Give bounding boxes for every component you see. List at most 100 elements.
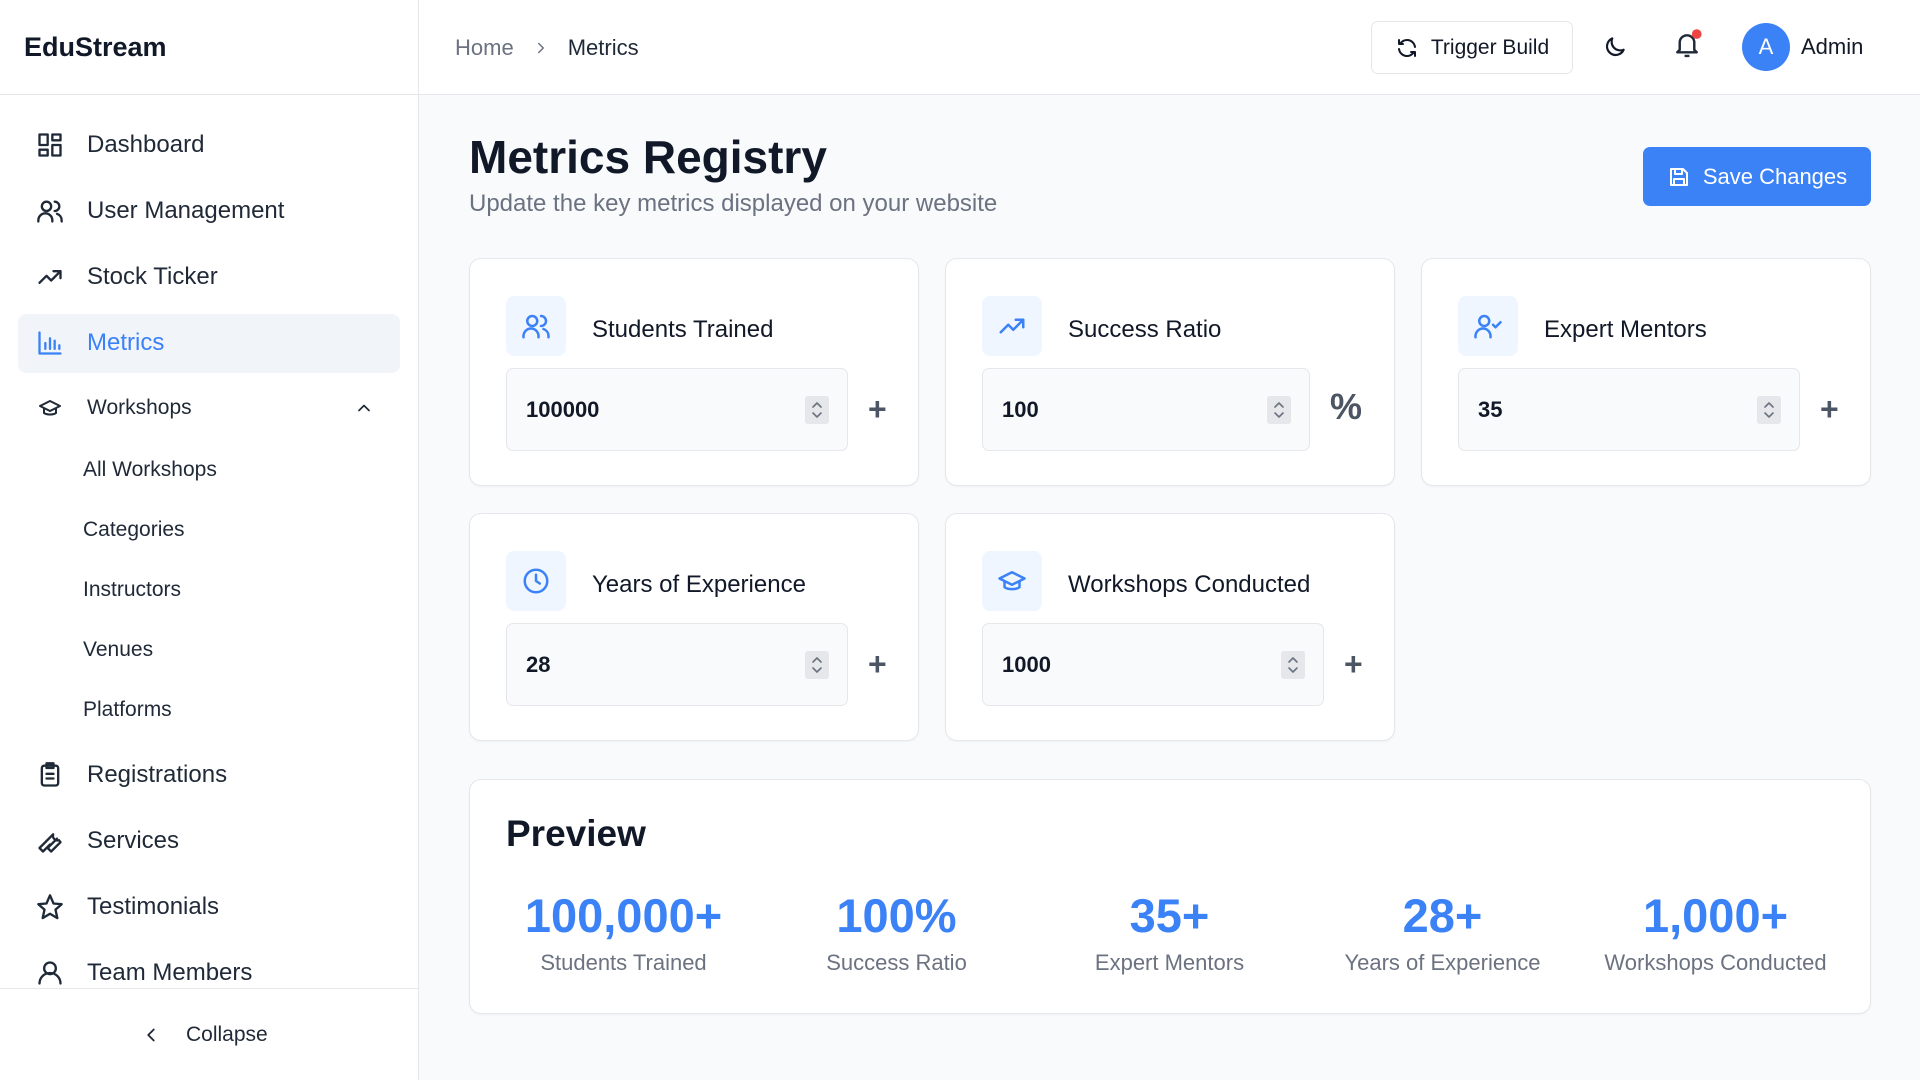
users-icon <box>522 314 550 339</box>
preview-label: Success Ratio <box>826 950 967 975</box>
spinner[interactable] <box>1267 395 1291 424</box>
metric-value: 1000 <box>1002 651 1051 677</box>
save-label: Save Changes <box>1702 163 1848 189</box>
metric-card: Years of Experience 28 + <box>469 513 919 741</box>
cap-icon <box>998 571 1026 591</box>
preview-label: Students Trained <box>540 950 707 975</box>
nav-label: Metrics <box>87 329 165 357</box>
nav-subitem[interactable]: Venues <box>83 638 154 661</box>
nav-subitem[interactable]: Categories <box>83 518 185 541</box>
page-subtitle: Update the key metrics displayed on your… <box>469 190 998 217</box>
trigger-build-label: Trigger Build <box>1430 35 1550 59</box>
preview-item: 100% Success Ratio <box>760 888 1033 976</box>
nav-item[interactable]: Testimonials <box>18 878 400 937</box>
user-name[interactable]: Admin <box>1801 34 1864 59</box>
metric-input[interactable]: 28 <box>506 623 848 706</box>
preview-item: 28+ Years of Experience <box>1306 888 1579 976</box>
nav-subitem[interactable]: All Workshops <box>83 458 217 481</box>
metric-input[interactable]: 100000 <box>506 368 848 451</box>
nav-label: User Management <box>87 196 285 224</box>
metric-label: Workshops Conducted <box>1068 571 1311 598</box>
nav-label: Registrations <box>87 760 228 788</box>
avatar[interactable]: A <box>1742 23 1790 71</box>
brand-bar: EduStream <box>0 0 418 95</box>
metric-suffix: + <box>868 646 887 682</box>
preview-item: 35+ Expert Mentors <box>1033 888 1306 976</box>
metric-input[interactable]: 35 <box>1458 368 1800 451</box>
nav-item[interactable]: User Management <box>18 181 400 240</box>
sidebar: EduStream Dashboard User Management Stock … <box>0 0 419 1080</box>
nav-group[interactable]: Workshops <box>18 383 400 433</box>
metric-input[interactable]: 1000 <box>982 623 1324 706</box>
metric-value: 100000 <box>526 396 600 422</box>
nav-item[interactable]: Metrics <box>18 313 400 373</box>
nav-label: Services <box>87 826 180 854</box>
metric-value: 35 <box>1478 396 1503 422</box>
star-icon <box>37 894 63 920</box>
metric-icon <box>1458 296 1518 356</box>
notifications[interactable] <box>1670 28 1704 62</box>
header: Home Metrics Trigger Build A Admin <box>419 0 1920 95</box>
nav-item[interactable]: Stock Ticker <box>18 248 400 307</box>
refresh-icon <box>1397 38 1416 57</box>
spinner[interactable] <box>805 395 829 424</box>
save-button[interactable]: Save Changes <box>1643 147 1871 206</box>
preview-label: Years of Experience <box>1344 950 1541 975</box>
collapse-label: Collapse <box>186 1023 268 1046</box>
preview-value: 35+ <box>1129 889 1210 942</box>
spinner-arrows <box>1288 656 1298 673</box>
trend-icon <box>999 318 1025 334</box>
spinner-arrows <box>812 401 822 418</box>
metric-suffix: + <box>1820 391 1839 427</box>
preview-title: Preview <box>506 813 646 854</box>
spinner[interactable] <box>805 650 829 679</box>
spinner-arrows <box>1764 401 1774 418</box>
nav-item[interactable]: Team Members <box>18 944 400 988</box>
metric-label: Success Ratio <box>1068 316 1222 343</box>
metric-icon <box>982 551 1042 611</box>
usercheck-icon <box>1474 314 1502 339</box>
trigger-build-button[interactable]: Trigger Build <box>1371 21 1573 74</box>
nav-label: Stock Ticker <box>87 263 218 291</box>
user-icon <box>38 961 62 986</box>
preview-card: Preview 100,000+ Students Trained 100% Succ… <box>469 779 1871 1014</box>
preview-item: 1,000+ Workshops Conducted <box>1579 888 1852 976</box>
spinner-arrows <box>812 656 822 673</box>
wrench-icon <box>38 832 62 853</box>
spinner[interactable] <box>1281 650 1305 679</box>
metric-suffix: + <box>1344 646 1363 682</box>
clip-icon <box>40 761 60 787</box>
preview-value: 1,000+ <box>1642 889 1789 942</box>
preview-label: Workshops Conducted <box>1604 950 1827 975</box>
theme-toggle[interactable] <box>1602 34 1628 60</box>
nav-subitem[interactable]: Platforms <box>83 698 172 721</box>
metric-value: 100 <box>1002 396 1039 422</box>
metric-label: Years of Experience <box>592 571 806 598</box>
brand[interactable]: EduStream <box>24 31 167 62</box>
preview-item: 100,000+ Students Trained <box>487 888 760 976</box>
metric-value: 28 <box>526 651 551 677</box>
nav-item[interactable]: Dashboard <box>18 115 400 174</box>
chevron-left <box>147 1028 155 1042</box>
nav-label: Testimonials <box>87 893 220 921</box>
trend-icon <box>38 270 62 285</box>
collapse-button[interactable]: Collapse <box>140 1012 268 1058</box>
preview-value: 100,000+ <box>524 889 723 942</box>
breadcrumb-home[interactable]: Home <box>455 34 514 60</box>
nav-subitem[interactable]: Instructors <box>83 578 182 601</box>
bars-icon <box>38 331 62 356</box>
nav-group-label: Workshops <box>87 396 192 419</box>
metric-input[interactable]: 100 <box>982 368 1310 451</box>
metric-icon <box>982 296 1042 356</box>
nav-item[interactable]: Registrations <box>18 745 400 804</box>
grid-icon <box>38 132 62 157</box>
metric-icon <box>506 296 566 356</box>
nav: Dashboard User Management Stock Ticker Metr… <box>0 95 418 989</box>
nav-item[interactable]: Services <box>18 811 400 870</box>
nav-label: Team Members <box>87 959 253 987</box>
preview-value: 100% <box>836 889 957 942</box>
spinner[interactable] <box>1757 395 1781 424</box>
preview-value: 28+ <box>1402 889 1483 942</box>
metric-suffix: % <box>1330 386 1363 427</box>
